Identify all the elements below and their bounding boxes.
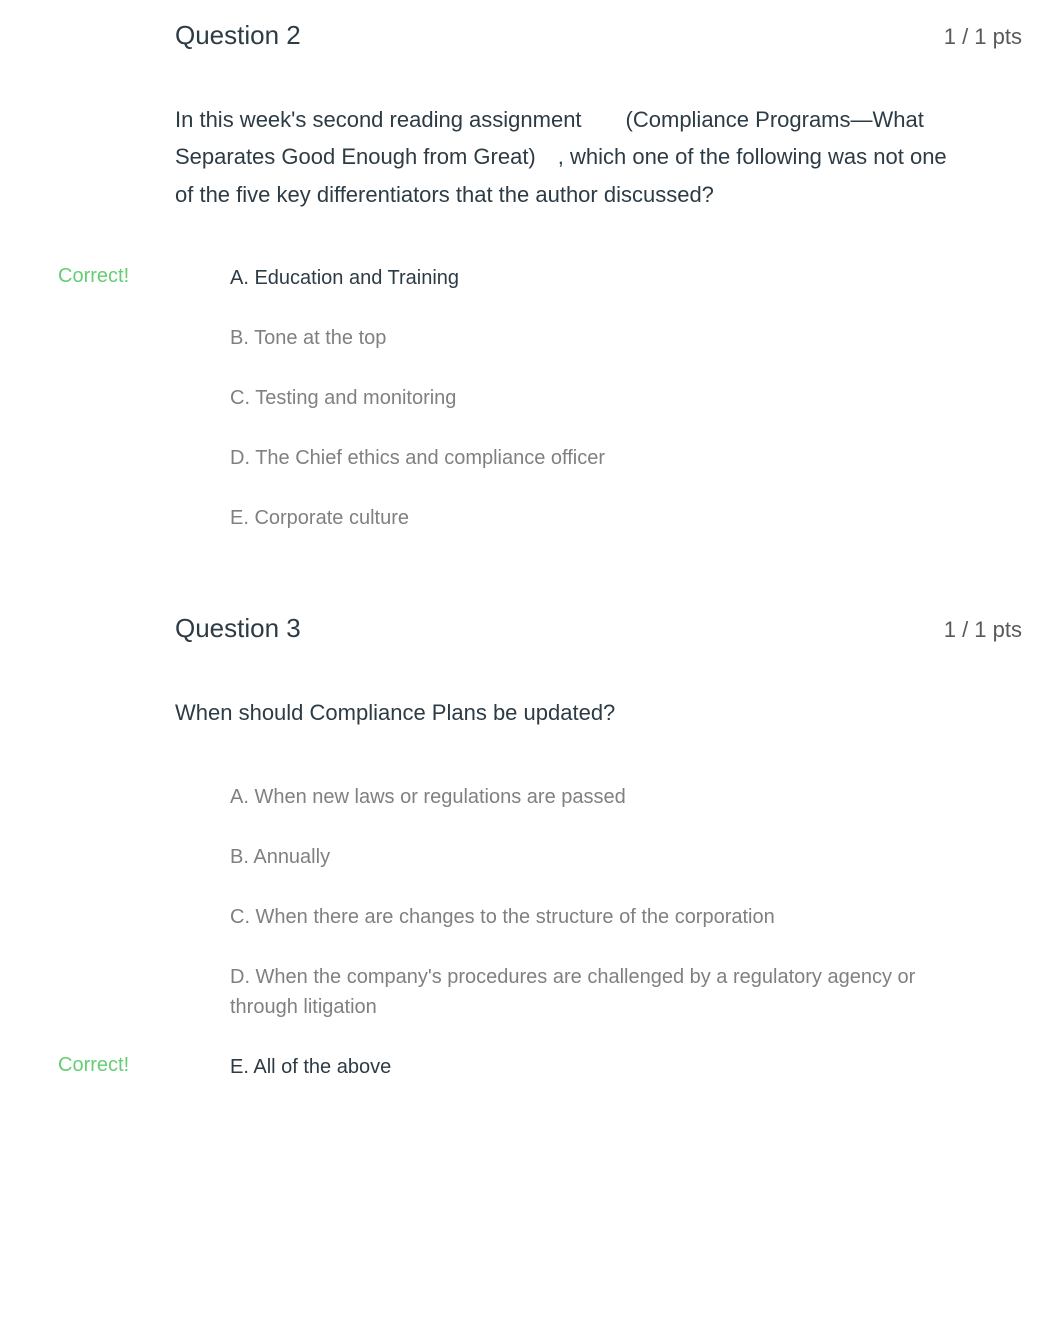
answer-text: B. Annually	[230, 842, 330, 872]
answer-row: B. Annually	[40, 842, 1022, 872]
question-block: Question 2 1 / 1 pts In this week's second…	[40, 20, 1022, 533]
correct-label	[40, 902, 175, 904]
question-header: Question 3 1 / 1 pts	[175, 613, 1022, 644]
correct-label: Correct!	[40, 263, 175, 288]
answer-text: D. The Chief ethics and compliance offic…	[230, 443, 605, 473]
question-points: 1 / 1 pts	[944, 24, 1022, 50]
correct-label	[40, 842, 175, 844]
question-points: 1 / 1 pts	[944, 617, 1022, 643]
answer-row: B. Tone at the top	[40, 323, 1022, 353]
answer-row: C. When there are changes to the structu…	[40, 902, 1022, 932]
answer-row: E. Corporate culture	[40, 503, 1022, 533]
answer-text: A. When new laws or regulations are pass…	[230, 782, 626, 812]
answer-text: E. All of the above	[230, 1052, 391, 1082]
answer-row: C. Testing and monitoring	[40, 383, 1022, 413]
answer-row: Correct! A. Education and Training	[40, 263, 1022, 293]
correct-label	[40, 323, 175, 325]
correct-label	[40, 962, 175, 964]
correct-label	[40, 443, 175, 445]
answer-text: C. Testing and monitoring	[230, 383, 456, 413]
answer-row: A. When new laws or regulations are pass…	[40, 782, 1022, 812]
answer-text: B. Tone at the top	[230, 323, 386, 353]
question-title: Question 2	[175, 20, 301, 51]
answer-text: D. When the company's procedures are cha…	[230, 962, 930, 1022]
answer-text: C. When there are changes to the structu…	[230, 902, 775, 932]
question-prompt: In this week's second reading assignment…	[175, 101, 962, 213]
correct-label	[40, 782, 175, 784]
question-title: Question 3	[175, 613, 301, 644]
correct-label	[40, 503, 175, 505]
question-prompt: When should Compliance Plans be updated?	[175, 694, 962, 731]
answer-row: D. The Chief ethics and compliance offic…	[40, 443, 1022, 473]
question-header: Question 2 1 / 1 pts	[175, 20, 1022, 51]
answer-row: D. When the company's procedures are cha…	[40, 962, 1022, 1022]
answer-text: E. Corporate culture	[230, 503, 409, 533]
correct-label: Correct!	[40, 1052, 175, 1077]
answer-row: Correct! E. All of the above	[40, 1052, 1022, 1082]
answers-container: A. When new laws or regulations are pass…	[40, 782, 1022, 1082]
answers-container: Correct! A. Education and Training B. Tone…	[40, 263, 1022, 533]
quiz-container: Question 2 1 / 1 pts In this week's second…	[40, 20, 1022, 1082]
correct-label	[40, 383, 175, 385]
answer-text: A. Education and Training	[230, 263, 459, 293]
question-block: Question 3 1 / 1 pts When should Complianc…	[40, 613, 1022, 1081]
